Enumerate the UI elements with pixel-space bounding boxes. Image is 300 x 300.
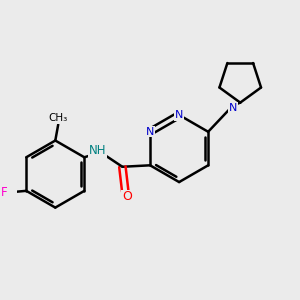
Text: N: N <box>229 103 237 113</box>
Text: O: O <box>122 190 132 203</box>
Text: F: F <box>1 186 7 199</box>
Text: CH₃: CH₃ <box>49 113 68 123</box>
Text: N: N <box>146 127 154 137</box>
Text: N: N <box>175 110 183 120</box>
Text: NH: NH <box>89 144 106 157</box>
